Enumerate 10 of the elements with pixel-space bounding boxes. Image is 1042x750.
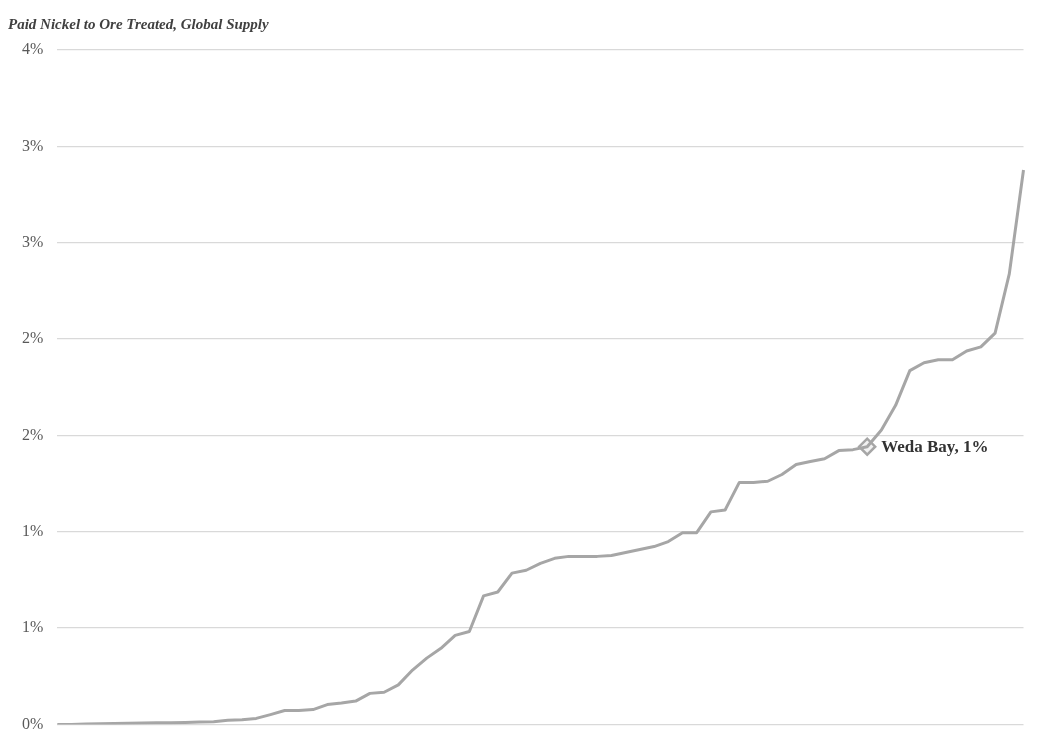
y-tick-label: 0%: [22, 714, 44, 732]
y-tick-label: 1%: [22, 618, 44, 636]
y-tick-label: 3%: [22, 136, 44, 154]
y-tick-label: 1%: [22, 521, 44, 539]
y-tick-label: 3%: [22, 232, 44, 250]
y-tick-label: 4%: [22, 40, 44, 58]
y-tick-label: 2%: [22, 329, 44, 347]
y-tick-label: 2%: [22, 425, 44, 443]
annotation: Weda Bay, 1%: [881, 437, 989, 457]
chart-title: Paid Nickel to Ore Treated, Global Supply: [8, 15, 269, 32]
